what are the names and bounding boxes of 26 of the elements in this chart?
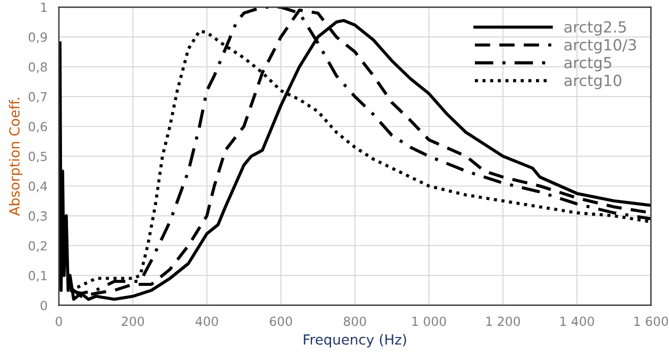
x-tick-label: 800 xyxy=(344,316,366,326)
x-tick-label: 400 xyxy=(196,316,218,326)
x-tick-label: 0 xyxy=(56,316,62,326)
y-tick-label: 0,4 xyxy=(28,181,48,192)
y-tick-label: 0,7 xyxy=(28,92,47,103)
x-tick-label: 1 600 xyxy=(634,316,668,326)
legend-label: arctg5 xyxy=(564,57,612,72)
x-tick-label: 1 200 xyxy=(486,316,520,326)
y-tick-label: 0,5 xyxy=(28,152,47,162)
legend-label: arctg10 xyxy=(564,74,622,90)
y-tick-label: 1 xyxy=(41,2,47,12)
y-tick-label: 0 xyxy=(40,300,47,310)
x-tick-label: 1 400 xyxy=(560,316,594,326)
x-axis-title: Frequency (Hz) xyxy=(304,334,406,348)
y-tick-label: 0,9 xyxy=(28,32,47,44)
y-axis-title: Absorption Coeff. xyxy=(8,98,22,216)
y-tick-label: 0,8 xyxy=(28,62,47,73)
y-tick-label: 0,3 xyxy=(28,211,47,222)
legend-label: arctg2.5 xyxy=(564,21,626,36)
y-tick-label: 0,6 xyxy=(28,122,47,133)
legend-label: arctg10/3 xyxy=(564,39,636,54)
x-tick-label: 200 xyxy=(122,316,144,326)
x-tick-label: 1 000 xyxy=(412,316,446,326)
y-tick-label: 0,2 xyxy=(28,241,47,252)
x-tick-label: 600 xyxy=(270,316,292,326)
y-tick-label: 0,1 xyxy=(28,270,47,282)
